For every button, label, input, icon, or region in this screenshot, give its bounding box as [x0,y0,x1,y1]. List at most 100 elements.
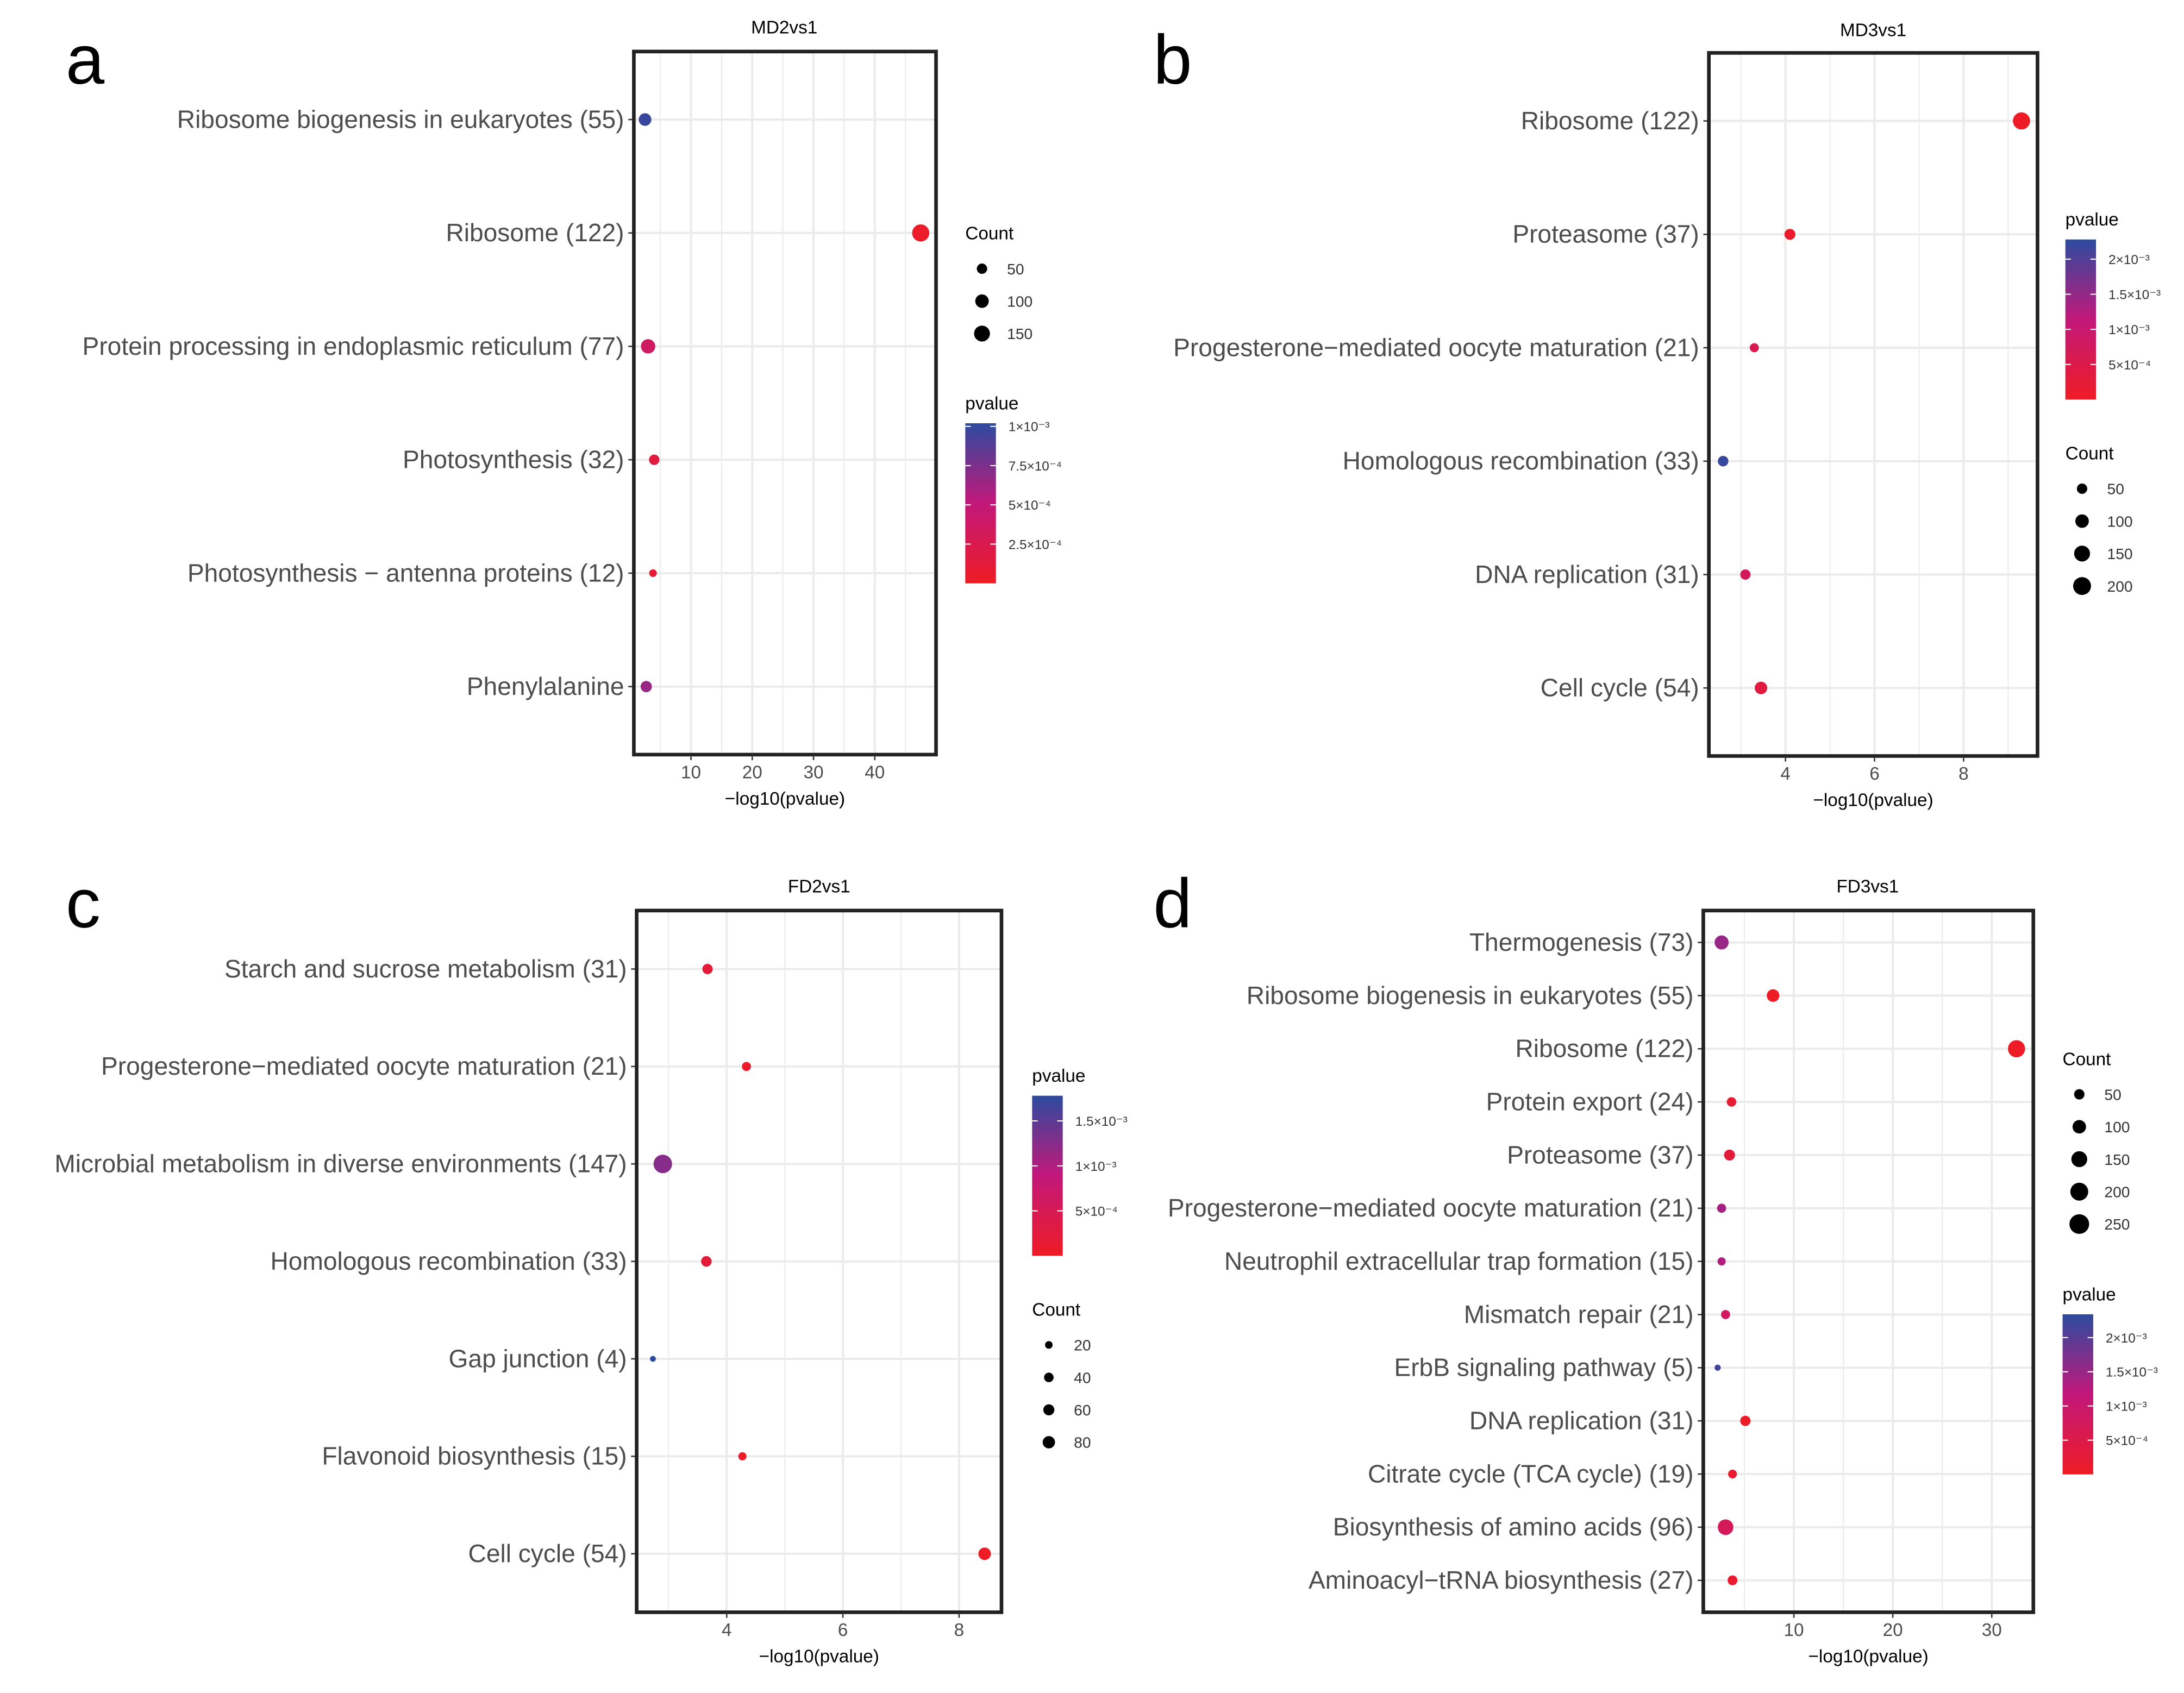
count-legend-label: 20 [1074,1337,1091,1354]
panel-b: b MD3vs1 Ribosome (122) Proteasome (37) Prog… [1153,21,2161,811]
pvalue-legend-label: 1×10⁻³ [2108,323,2150,337]
count-legend-label: 80 [1074,1434,1091,1451]
data-point [978,1547,991,1560]
data-point [701,1256,712,1267]
x-tick-label: 8 [1958,764,1969,784]
x-axis-label: −log10(pvalue) [725,789,845,809]
y-tick-label: Ribosome (122) [1521,106,1699,135]
panel-letter: b [1153,21,1192,99]
pvalue-legend-title: pvalue [2063,1284,2116,1305]
data-point [1749,343,1759,353]
count-legend-title: Count [1032,1300,1080,1320]
panel-letter: c [66,865,101,943]
panel-c: c FD2vs1 Starch and sucrose metabolism (31… [54,865,1127,1667]
data-point [641,339,655,354]
x-axis-label: −log10(pvalue) [1813,791,1933,811]
data-point [702,964,713,974]
data-point [640,681,652,693]
x-tick-label: 6 [1869,764,1880,784]
pvalue-legend-label: 2×10⁻³ [2108,253,2150,267]
pvalue-legend-label: 1×10⁻³ [1009,420,1050,435]
count-legend-dot [2073,577,2091,595]
x-tick-label: 4 [722,1620,732,1640]
y-tick-label: Mismatch repair (21) [1464,1300,1694,1328]
count-legend-dot [2076,483,2087,494]
y-tick-label: Protein processing in endoplasmic reticu… [83,332,624,360]
data-point [1728,1469,1737,1479]
panel-title: MD3vs1 [1840,21,1906,41]
data-point [653,1155,672,1174]
plot-background [1709,53,2038,756]
x-tick-label: 8 [954,1620,965,1640]
data-point [1717,1257,1726,1266]
pvalue-colorbar [1032,1095,1063,1256]
pvalue-legend-label: 5×10⁻⁴ [2108,358,2151,373]
plot-border [632,49,938,757]
panel-title: FD3vs1 [1836,877,1899,897]
y-tick-label: Ribosome biogenesis in eukaryotes (55) [1247,981,1694,1009]
count-legend-label: 60 [1074,1401,1091,1419]
y-tick-label: Photosynthesis (32) [403,446,624,474]
panel-title: MD2vs1 [751,18,817,38]
count-legend-dot [2072,1120,2086,1134]
data-point [738,1452,747,1460]
count-legend-dot [977,264,987,274]
y-tick-label: DNA replication (31) [1475,560,1699,588]
count-legend-dot [974,325,990,342]
count-legend-title: Count [965,224,1013,244]
data-point [1724,1149,1735,1161]
count-legend-dot [975,294,989,308]
panel-a: a MD2vs1 Ribosome biogenesis in eukaryotes… [66,18,1062,810]
y-tick-label: Ribosome (122) [1515,1034,1693,1063]
data-point [2013,112,2030,130]
count-legend-label: 100 [1007,293,1032,310]
pvalue-colorbar [965,423,996,584]
y-tick-label: Progesterone−mediated oocyte maturation … [1173,333,1699,361]
x-tick-label: 4 [1780,764,1791,784]
count-legend-label: 50 [1007,260,1024,278]
y-tick-label: Progesterone−mediated oocyte maturation … [1168,1194,1694,1222]
panel-title: FD2vs1 [788,877,850,897]
y-tick-label: Phenylalanine [467,672,624,700]
panel-letter: d [1153,865,1192,943]
count-legend-label: 50 [2104,1086,2121,1103]
y-tick-label: Cell cycle (54) [1541,674,1699,702]
plot-border [1707,51,2039,758]
pvalue-legend-label: 7.5×10⁻⁴ [1009,459,1062,474]
y-tick-label: Homologous recombination (33) [271,1247,627,1275]
count-legend-label: 50 [2107,480,2124,498]
y-tick-label: Aminoacyl−tRNA biosynthesis (27) [1309,1566,1694,1594]
x-tick-label: 20 [1883,1620,1903,1640]
x-tick-label: 6 [838,1620,848,1640]
count-legend-label: 40 [1074,1369,1091,1386]
y-tick-label: Biosynthesis of amino acids (96) [1333,1513,1694,1541]
count-legend-label: 100 [2107,512,2133,530]
plot-border [635,908,1004,1614]
pvalue-legend-label: 1×10⁻³ [2106,1400,2147,1414]
count-legend-label: 150 [1007,325,1032,342]
count-legend-dot [2070,1182,2088,1201]
data-point [742,1062,751,1071]
data-point [1718,456,1729,467]
x-tick-label: 10 [681,762,701,782]
pvalue-legend-label: 1×10⁻³ [1075,1159,1117,1174]
count-legend-dot [2074,545,2091,562]
y-tick-label: Flavonoid biosynthesis (15) [322,1442,627,1470]
count-legend-label: 200 [2104,1183,2130,1200]
data-point [649,569,657,577]
data-point [1784,229,1795,240]
data-point [1718,1519,1734,1535]
pvalue-legend-label: 5×10⁻⁴ [1075,1205,1118,1219]
data-point [1767,989,1780,1002]
pvalue-legend-label: 2.5×10⁻⁴ [1009,537,1062,552]
pvalue-legend-title: pvalue [965,393,1018,413]
count-legend-dot [1042,1436,1055,1449]
y-tick-label: Thermogenesis (73) [1469,928,1694,956]
pvalue-legend-title: pvalue [2066,210,2119,230]
count-legend-dot [2071,1151,2087,1168]
data-point [1726,1097,1737,1107]
x-tick-label: 20 [742,762,762,782]
data-point [2007,1040,2025,1058]
pvalue-legend-label: 1.5×10⁻³ [2108,288,2161,303]
